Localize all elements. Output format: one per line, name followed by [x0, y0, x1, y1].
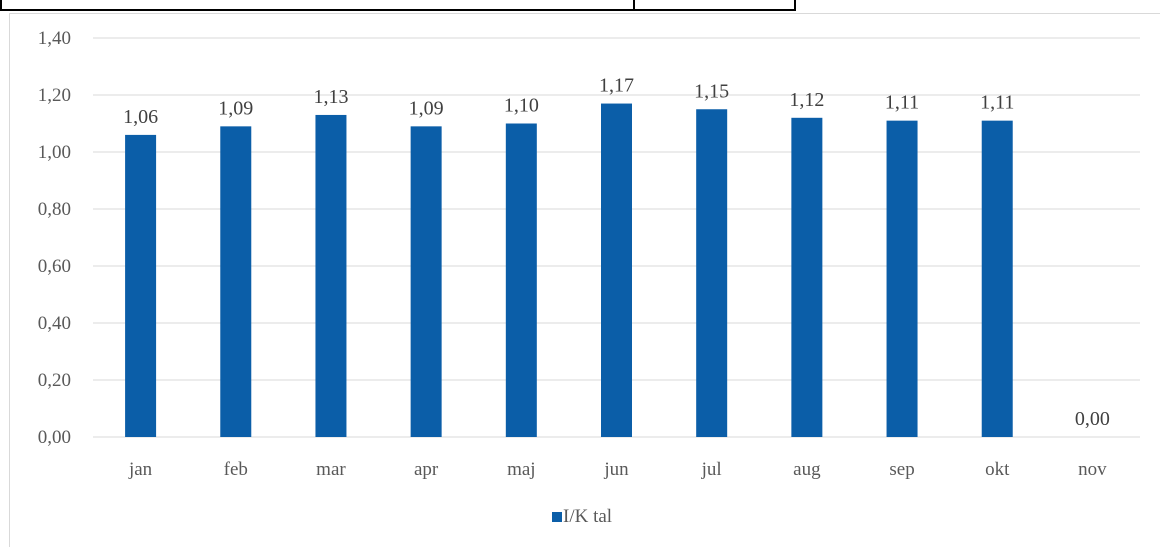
- x-tick-label: jul: [701, 459, 722, 480]
- bar: [886, 120, 918, 438]
- y-tick-label: 0,40: [38, 313, 71, 334]
- data-label: 1,09: [409, 97, 444, 119]
- data-label: 1,12: [789, 89, 824, 111]
- x-axis-tick-labels: jan feb mar apr maj jun jul aug sep okt nov: [128, 459, 1107, 480]
- y-tick-label: 0,80: [38, 199, 71, 220]
- y-axis-tick-labels: 0,00 0,20 0,40 0,60 0,80 1,00 1,20 1,40: [38, 28, 71, 448]
- legend: I/K tal: [552, 506, 612, 527]
- data-label: 1,06: [123, 106, 158, 128]
- bar: [696, 109, 728, 437]
- x-tick-label: sep: [889, 459, 914, 480]
- bar: [410, 126, 442, 437]
- x-tick-label: jun: [603, 459, 629, 480]
- data-label: 1,17: [599, 75, 634, 97]
- x-tick-label: apr: [414, 459, 439, 480]
- x-tick-label: maj: [507, 459, 536, 480]
- y-tick-label: 0,60: [38, 256, 71, 277]
- y-tick-label: 0,00: [38, 427, 71, 448]
- data-label: 1,11: [980, 92, 1014, 114]
- data-label: 1,10: [504, 95, 539, 117]
- gridlines: [93, 37, 1140, 438]
- x-tick-label: mar: [316, 459, 346, 480]
- bar: [220, 126, 252, 437]
- data-label: 1,15: [694, 80, 729, 102]
- bar: [315, 114, 347, 437]
- x-tick-label: nov: [1078, 459, 1107, 480]
- data-labels: 1,06 1,09 1,13 1,09 1,10 1,17 1,15 1,12 1,11 1,11…: [123, 75, 1110, 430]
- y-tick-label: 0,20: [38, 370, 71, 391]
- legend-swatch: [552, 512, 562, 522]
- bar: [505, 123, 537, 437]
- x-tick-label: aug: [793, 459, 821, 480]
- y-tick-label: 1,00: [38, 142, 71, 163]
- x-tick-label: jan: [128, 459, 153, 480]
- x-tick-label: okt: [985, 459, 1010, 480]
- bar: [601, 103, 632, 438]
- y-tick-label: 1,40: [38, 28, 71, 49]
- data-label: 1,13: [313, 86, 348, 108]
- x-tick-label: feb: [224, 459, 248, 480]
- bar: [791, 117, 823, 438]
- bars: [125, 103, 1013, 438]
- bar: [125, 134, 157, 437]
- data-label: 0,00: [1075, 408, 1110, 430]
- legend-label: I/K tal: [563, 506, 612, 527]
- data-label: 1,11: [885, 92, 919, 114]
- top-table-cell: [0, 0, 633, 11]
- y-tick-label: 1,20: [38, 85, 71, 106]
- top-table-cell: [633, 0, 796, 11]
- bar: [981, 120, 1013, 438]
- data-label: 1,09: [218, 97, 253, 119]
- chart-frame: [9, 13, 1160, 547]
